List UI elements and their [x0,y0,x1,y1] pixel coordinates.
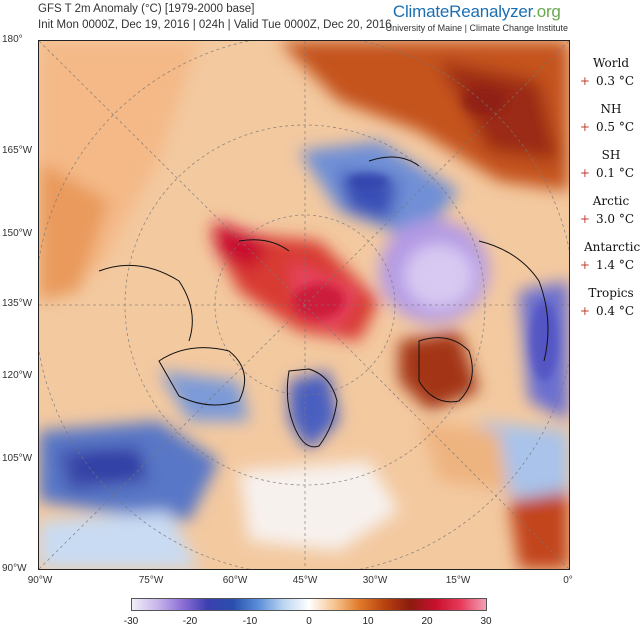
stat-label: World [593,56,629,70]
stat-arctic: Arctic +3.0 °C [576,194,638,240]
stat-value: 0.3 °C [595,74,635,88]
stat-label: Antarctic [584,240,640,254]
temperature-anomaly-map[interactable] [38,40,570,570]
brand-tagline: University of Maine | Climate Change Ins… [385,23,568,33]
stat-value: 1.4 °C [595,258,635,272]
colorbar-tick: -20 [182,616,198,627]
plus-icon: + [579,258,590,272]
stat-label: SH [601,148,621,162]
lon-label-60w: 60°W [222,575,248,586]
lon-label-75w: 75°W [138,575,164,586]
lon-label-150w: 150°W [2,228,33,239]
lon-label-90w-bottom: 90°W [27,575,53,586]
lon-label-0: 0° [563,575,573,586]
stat-value: 0.4 °C [595,304,635,318]
lon-label-30w: 30°W [362,575,388,586]
stat-tropics: Tropics +0.4 °C [576,286,638,332]
plus-icon: + [579,166,590,180]
lon-label-180: 180° [2,34,23,45]
stat-value: 0.5 °C [595,120,635,134]
stat-label: NH [600,102,622,116]
lon-label-90w-left: 90°W [2,563,27,574]
brand-domain: .org [532,2,561,21]
plus-icon: + [579,74,590,88]
lon-label-15w: 15°W [445,575,471,586]
stat-value: 0.1 °C [595,166,635,180]
stat-sh: SH +0.1 °C [576,148,638,194]
anomaly-blobs [39,41,569,569]
lon-label-105w: 105°W [2,453,33,464]
lon-label-120w: 120°W [2,370,33,381]
stat-antarctic: Antarctic +1.4 °C [576,240,640,286]
colorbar-tick: 20 [421,616,433,627]
stats-panel: World +0.3 °C NH +0.5 °C SH +0.1 °C Arct… [576,56,640,332]
colorbar-tick: 10 [362,616,374,627]
plus-icon: + [579,120,590,134]
brand-name: ClimateReanalyzer [392,2,533,21]
map-subtitle: Init Mon 0000Z, Dec 19, 2016 | 024h | Va… [38,19,392,31]
stat-nh: NH +0.5 °C [576,102,638,148]
plus-icon: + [579,212,590,226]
coastlines [98,156,549,448]
graticule [39,41,569,569]
anomaly-field [39,41,569,569]
colorbar-tick: -30 [123,616,139,627]
stat-world: World +0.3 °C [576,56,638,102]
plus-icon: + [579,304,590,318]
colorbar [131,598,487,611]
colorbar-tick: 0 [306,616,312,627]
lon-label-135w: 135°W [2,298,33,309]
colorbar-tick: -10 [242,616,258,627]
stat-label: Arctic [592,194,630,208]
colorbar-tick: 30 [480,616,492,627]
lon-label-45w: 45°W [292,575,318,586]
map-title: GFS T 2m Anomaly (°C) [1979-2000 base] [38,3,255,15]
lon-label-165w: 165°W [2,145,33,156]
stat-value: 3.0 °C [595,212,635,226]
stat-label: Tropics [588,286,634,300]
brand-logo[interactable]: ClimateReanalyzer.org University of Main… [386,2,568,33]
